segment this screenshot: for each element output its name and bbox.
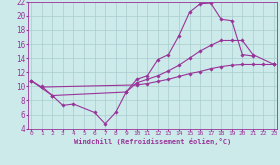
X-axis label: Windchill (Refroidissement éolien,°C): Windchill (Refroidissement éolien,°C) bbox=[74, 138, 231, 145]
